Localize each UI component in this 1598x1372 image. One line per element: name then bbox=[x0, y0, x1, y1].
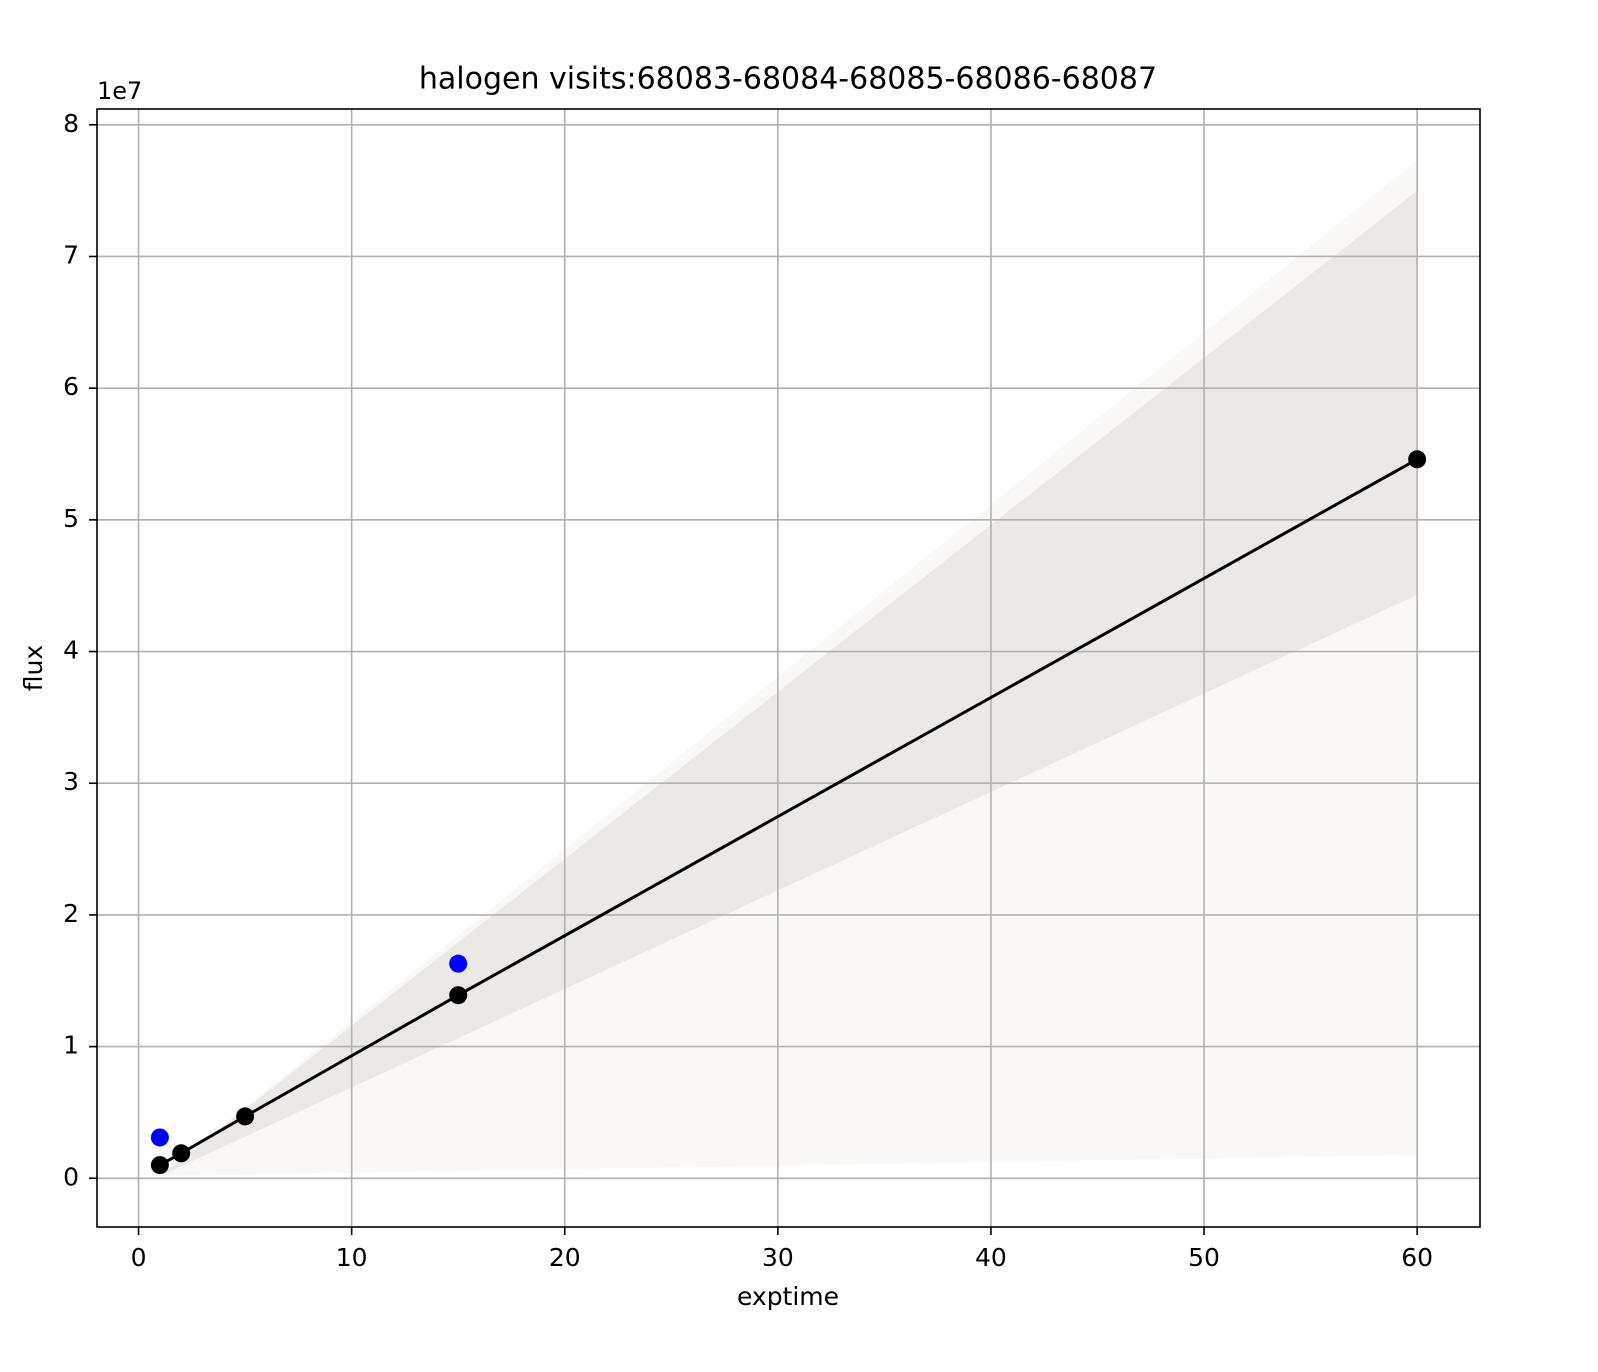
x-tick-label: 10 bbox=[336, 1243, 368, 1272]
y-tick-label: 0 bbox=[63, 1162, 79, 1191]
y-tick-label: 7 bbox=[63, 240, 79, 269]
data-point bbox=[1408, 450, 1427, 469]
y-tick-label: 1 bbox=[63, 1031, 79, 1060]
data-point bbox=[449, 986, 468, 1005]
y-tick-label: 6 bbox=[63, 372, 79, 401]
y-tick-label: 8 bbox=[63, 109, 79, 138]
data-point bbox=[236, 1107, 255, 1126]
x-tick-label: 40 bbox=[975, 1243, 1007, 1272]
y-tick-label: 2 bbox=[63, 899, 79, 928]
y-tick-label: 5 bbox=[63, 504, 79, 533]
y-tick-label: 3 bbox=[63, 767, 79, 796]
x-tick-label: 60 bbox=[1401, 1243, 1433, 1272]
chart-title: halogen visits:68083-68084-68085-68086-6… bbox=[419, 62, 1157, 97]
x-axis-label: exptime bbox=[737, 1282, 839, 1311]
x-tick-label: 20 bbox=[549, 1243, 581, 1272]
data-point bbox=[449, 954, 468, 973]
y-offset-label: 1e7 bbox=[97, 77, 142, 105]
x-tick-label: 0 bbox=[131, 1243, 147, 1272]
data-point bbox=[150, 1156, 169, 1175]
data-point bbox=[172, 1144, 191, 1163]
data-point bbox=[150, 1128, 169, 1147]
y-tick-label: 4 bbox=[63, 636, 79, 665]
x-tick-label: 30 bbox=[762, 1243, 794, 1272]
y-axis-label: flux bbox=[19, 645, 48, 691]
x-tick-label: 50 bbox=[1188, 1243, 1220, 1272]
plot-frame bbox=[96, 108, 1481, 1228]
fit-fan bbox=[160, 160, 1417, 1176]
